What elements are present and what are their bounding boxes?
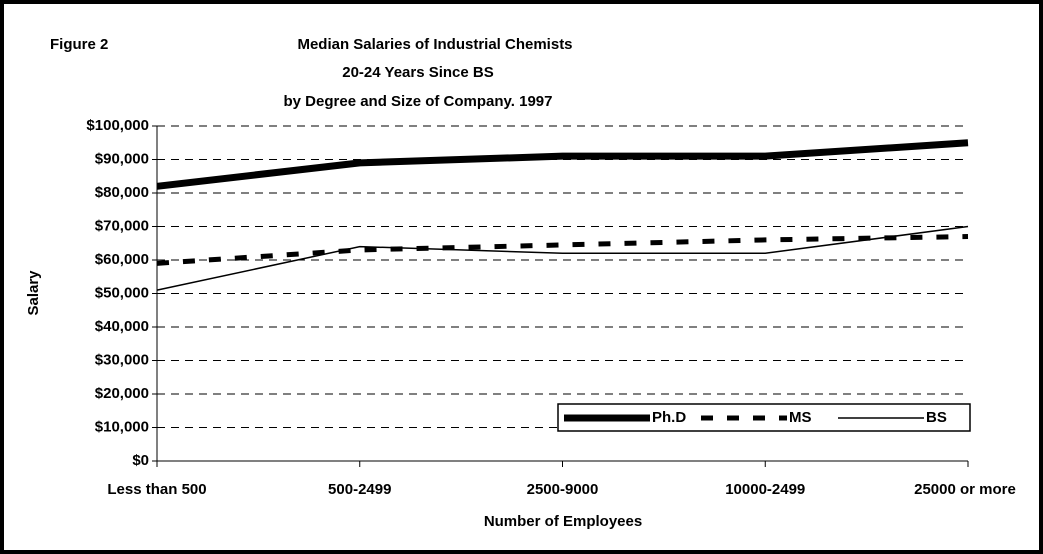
- line-series: [156, 234, 969, 266]
- y-tick-label: $90,000: [95, 150, 149, 167]
- x-tick-label: Less than 500: [107, 481, 206, 498]
- x-tick-label: 10000-2499: [725, 481, 805, 498]
- legend-label: MS: [789, 409, 812, 426]
- x-tick-label: 25000 or more: [914, 481, 1016, 498]
- chart-title: by Degree and Size of Company. 1997: [284, 93, 553, 110]
- line-series: [156, 139, 969, 190]
- figure-label: Figure 2: [50, 36, 108, 53]
- y-tick-label: $40,000: [95, 318, 149, 335]
- chart-title: 20-24 Years Since BS: [342, 64, 494, 81]
- y-tick-label: $80,000: [95, 184, 149, 201]
- y-axis-title: Salary: [25, 270, 42, 316]
- y-tick-label: $50,000: [95, 284, 149, 301]
- chart-title: Median Salaries of Industrial Chemists: [297, 36, 572, 53]
- y-tick-label: $60,000: [95, 251, 149, 268]
- line-series: [156, 225, 969, 291]
- legend-label: BS: [926, 409, 947, 426]
- x-axis-title: Number of Employees: [484, 513, 642, 530]
- y-tick-label: $100,000: [86, 117, 149, 134]
- y-tick-label: $30,000: [95, 351, 149, 368]
- x-tick-label: 500-2499: [328, 481, 391, 498]
- legend-label: Ph.D: [652, 409, 686, 426]
- x-tick-label: 2500-9000: [527, 481, 599, 498]
- y-tick-label: $20,000: [95, 385, 149, 402]
- y-tick-label: $70,000: [95, 217, 149, 234]
- y-tick-label: $0: [132, 452, 149, 469]
- y-tick-label: $10,000: [95, 418, 149, 435]
